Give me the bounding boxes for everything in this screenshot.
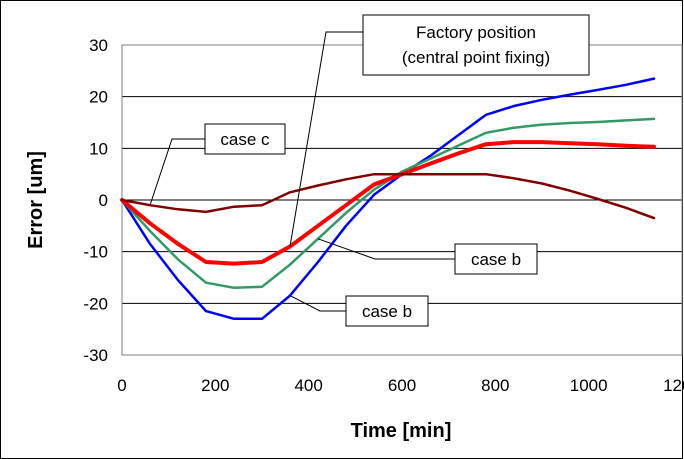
series-line-3 (120, 140, 656, 266)
y-tick-label: 30 (89, 36, 108, 55)
y-tick-label: 0 (99, 191, 108, 210)
callout-label: Factory position (416, 23, 536, 42)
callout-leader-line (289, 31, 363, 247)
series-group (120, 77, 656, 321)
callout-box (345, 295, 429, 327)
callout-box (454, 243, 538, 275)
x-tick-label: 400 (294, 376, 322, 395)
callout-label: case b (362, 302, 412, 321)
x-tick-label: 1200 (663, 376, 684, 395)
callout-label: case c (220, 130, 270, 149)
callout-box (204, 123, 286, 155)
callout-label-line2: (central point fixing) (402, 48, 550, 67)
y-tick-labels: -30 -20 -10 0 10 20 30 (83, 36, 108, 365)
callout-case-b-upper: case b (454, 243, 538, 275)
callout-leader-line (289, 295, 346, 312)
x-axis-title: Time [min] (351, 420, 452, 442)
y-tick-label: 20 (89, 88, 108, 107)
callout-factory-position: Factory position (central point fixing) (362, 14, 590, 76)
x-tick-label: 1000 (570, 376, 608, 395)
leader-lines (149, 31, 455, 312)
x-tick-label: 200 (201, 376, 229, 395)
callout-case-b-lower: case b (345, 295, 429, 327)
y-tick-label: -30 (83, 346, 108, 365)
x-tick-label: 0 (117, 376, 126, 395)
x-tick-label: 600 (388, 376, 416, 395)
callout-box (362, 14, 590, 76)
y-tick-label: 10 (89, 139, 108, 158)
series-line-1 (120, 77, 656, 321)
y-axis-title: Error [um] (25, 151, 47, 249)
x-tick-label: 800 (481, 376, 509, 395)
series-line-4 (120, 172, 656, 220)
y-tick-label: -10 (83, 243, 108, 262)
callout-case-c: case c (204, 123, 286, 155)
callout-label: case b (471, 250, 521, 269)
callout-leader-line (317, 238, 455, 260)
y-tick-label: -20 (83, 294, 108, 313)
x-tick-labels: 0 200 400 600 800 1000 1200 (117, 376, 684, 395)
callout-leader-line (149, 138, 205, 206)
